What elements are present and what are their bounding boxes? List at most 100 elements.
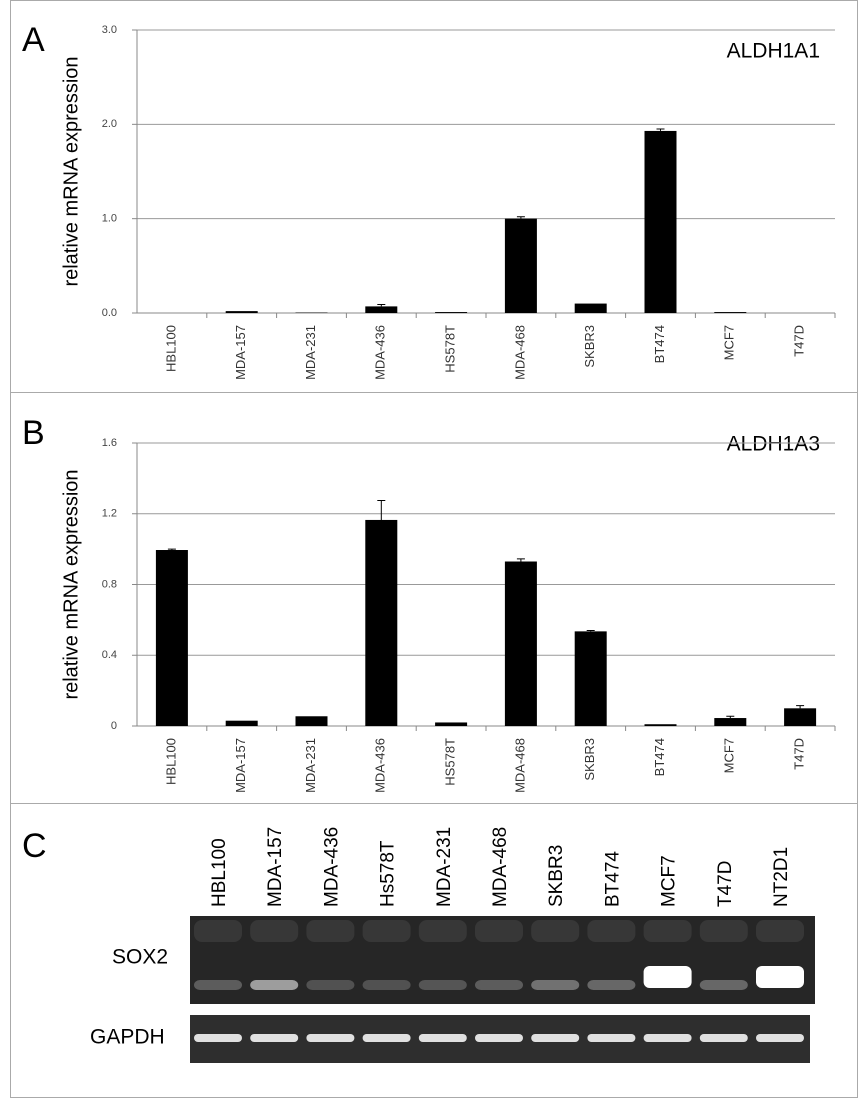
band [587,920,635,942]
band [363,1034,411,1042]
x-tick-label: T47D [792,325,807,357]
x-tick-label: HBL100 [163,738,178,785]
lane-label: BT474 [602,851,623,907]
panel-letter: B [22,414,45,452]
annotation: ALDH1A1 [727,40,820,63]
band [531,980,579,990]
x-tick-label: BT474 [652,325,667,363]
y-tick-label: 0 [111,720,117,732]
gel-image [190,916,815,1063]
annotation: ALDH1A3 [727,433,820,456]
band [419,980,467,990]
band [700,920,748,942]
band [306,980,354,990]
lane-label: HBL100 [209,838,230,907]
bar [784,708,816,726]
bar [435,312,467,313]
bar [226,721,258,726]
x-tick-label: MDA-436 [373,738,388,793]
y-tick-label: 1.2 [102,508,117,520]
error-bar [726,716,734,718]
lane-label: T47D [715,861,736,907]
y-axis-label: relative mRNA expression [60,469,82,699]
bar [296,716,328,726]
y-tick-label: 1.6 [102,437,117,449]
band [475,920,523,942]
y-tick-label: 0.0 [102,307,117,319]
band [419,920,467,942]
bar [365,306,397,313]
error-bar [517,559,525,562]
x-tick-label: MDA-436 [373,325,388,380]
error-bar [587,630,595,631]
lane-label: SKBR3 [546,845,567,907]
y-axis-label: relative mRNA expression [60,56,82,286]
panel-letter: A [22,21,45,59]
lane-label: Hs578T [378,840,399,907]
band [531,1034,579,1042]
x-tick-label: MCF7 [722,738,737,773]
x-tick-label: SKBR3 [582,738,597,781]
bar [575,631,607,726]
band [756,1034,804,1042]
band [250,980,298,990]
x-tick-label: HS578T [443,325,458,373]
bar [645,131,677,313]
x-tick-label: BT474 [652,738,667,776]
band [306,1034,354,1042]
band [700,980,748,990]
lane-label: MDA-231 [434,827,455,907]
band [363,920,411,942]
band [306,920,354,942]
panel-letter: C [22,827,47,865]
band [250,1034,298,1042]
band [250,920,298,942]
band [363,980,411,990]
y-tick-label: 2.0 [102,118,117,130]
x-tick-label: MCF7 [722,325,737,360]
row-label: SOX2 [112,946,168,969]
bar [645,724,677,726]
bar [226,311,258,313]
bar [714,718,746,726]
x-tick-label: MDA-231 [303,325,318,380]
y-tick-label: 0.4 [102,649,117,661]
lane-label: MDA-436 [321,827,342,907]
band [700,1034,748,1042]
y-tick-label: 3.0 [102,24,117,36]
bar [365,520,397,726]
band [194,920,242,942]
band [644,1034,692,1042]
bar [714,312,746,313]
x-tick-label: MDA-468 [512,738,527,793]
band [756,966,804,988]
band [194,1034,242,1042]
bar [156,550,188,726]
band [475,1034,523,1042]
x-tick-label: MDA-157 [233,738,248,793]
lane-label: MCF7 [659,855,680,907]
x-tick-label: HBL100 [163,325,178,372]
x-tick-label: MDA-231 [303,738,318,793]
bar [505,219,537,313]
x-tick-label: SKBR3 [582,325,597,368]
band [587,1034,635,1042]
band [644,966,692,988]
lane-label: MDA-468 [490,827,511,907]
x-tick-label: MDA-468 [512,325,527,380]
error-bar [168,549,176,550]
bar [435,722,467,726]
bar [575,304,607,313]
bar [505,562,537,726]
error-bar [377,305,385,307]
error-bar [377,500,385,519]
band [756,920,804,942]
figure: A ALDH1A1 relative mRNA expression 0.0 1.0 2.… [0,0,858,1098]
row-label: GAPDH [90,1026,165,1049]
band [587,980,635,990]
band [475,980,523,990]
error-bar [796,706,804,709]
y-tick-label: 1.0 [102,213,117,225]
lane-label: MDA-157 [265,827,286,907]
x-tick-label: T47D [792,738,807,770]
